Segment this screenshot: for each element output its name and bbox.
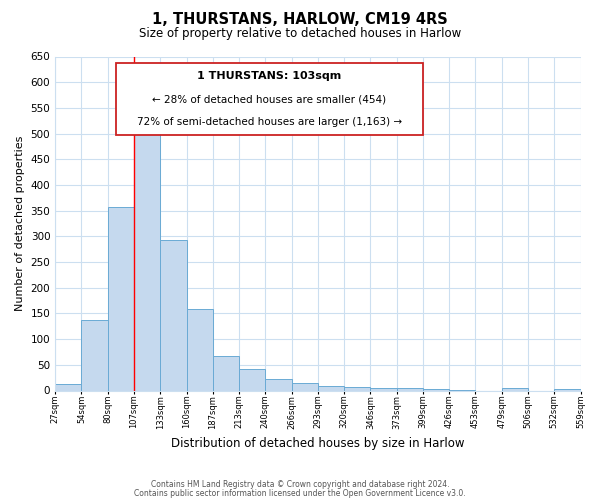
FancyBboxPatch shape — [116, 63, 423, 135]
Bar — [265, 379, 292, 390]
Bar — [187, 310, 213, 390]
Text: Contains public sector information licensed under the Open Government Licence v3: Contains public sector information licen… — [134, 489, 466, 498]
Y-axis label: Number of detached properties: Number of detached properties — [15, 136, 25, 311]
Bar — [108, 206, 134, 390]
Bar — [397, 388, 423, 390]
Bar — [370, 388, 397, 390]
Text: Size of property relative to detached houses in Harlow: Size of property relative to detached ho… — [139, 28, 461, 40]
Text: 72% of semi-detached houses are larger (1,163) →: 72% of semi-detached houses are larger (… — [137, 117, 402, 127]
Bar — [318, 386, 344, 390]
Bar — [134, 116, 160, 390]
Bar — [344, 387, 370, 390]
Bar — [502, 388, 528, 390]
Bar — [213, 356, 239, 390]
Bar — [554, 389, 581, 390]
Text: Contains HM Land Registry data © Crown copyright and database right 2024.: Contains HM Land Registry data © Crown c… — [151, 480, 449, 489]
Bar — [82, 320, 108, 390]
Bar — [55, 384, 82, 390]
Bar — [292, 383, 318, 390]
Text: 1 THURSTANS: 103sqm: 1 THURSTANS: 103sqm — [197, 71, 341, 81]
Bar — [239, 370, 265, 390]
X-axis label: Distribution of detached houses by size in Harlow: Distribution of detached houses by size … — [171, 437, 464, 450]
Text: 1, THURSTANS, HARLOW, CM19 4RS: 1, THURSTANS, HARLOW, CM19 4RS — [152, 12, 448, 28]
Bar — [160, 240, 187, 390]
Text: ← 28% of detached houses are smaller (454): ← 28% of detached houses are smaller (45… — [152, 94, 386, 104]
